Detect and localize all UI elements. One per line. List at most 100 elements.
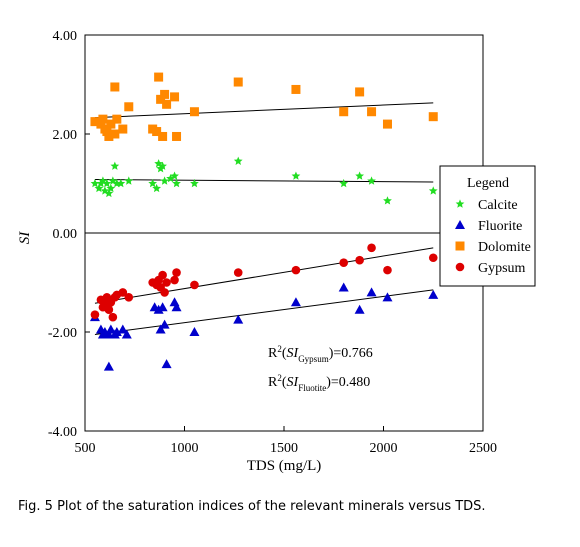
gypsum-point [104, 305, 114, 315]
dolomite-point [98, 114, 108, 124]
figure-caption: Fig. 5 Plot of the saturation indices of… [18, 499, 486, 514]
calcite-point [124, 176, 134, 185]
x-tick-label: 1500 [270, 441, 298, 456]
calcite-point [355, 171, 364, 180]
fluorite-point [233, 314, 244, 324]
gypsum-point [124, 293, 134, 302]
calcite-trend-line [94, 179, 434, 183]
legend-gypsum-label: Gypsum [478, 261, 526, 276]
calcite-point [428, 186, 438, 195]
calcite-point [110, 161, 120, 170]
y-axis-title: SI [17, 231, 33, 245]
dolomite-point [189, 107, 199, 117]
calcite-point [158, 161, 167, 170]
calcite-point [339, 178, 349, 188]
fluorite-point [153, 304, 164, 314]
calcite-point [233, 156, 243, 165]
calcite-point [172, 178, 181, 188]
fluorite-point [117, 324, 128, 334]
dolomite-point [156, 94, 166, 104]
r2-fluorite-annotation: R2(SIFluotite)=0.480 [268, 373, 370, 393]
dolomite-point [154, 72, 164, 82]
gypsum-point [428, 253, 438, 263]
dolomite-point [355, 87, 365, 97]
fluorite-point [366, 287, 377, 297]
fluorite-point [338, 282, 349, 292]
calcite-point [116, 178, 126, 188]
calcite-point [152, 183, 162, 193]
fluorite-point [159, 319, 170, 329]
fluorite-point [169, 297, 180, 307]
x-tick-label: 500 [75, 441, 96, 456]
data-markers [89, 72, 439, 371]
calcite-point [94, 183, 104, 193]
fluorite-point [382, 292, 393, 302]
gypsum-point [118, 288, 128, 297]
y-tick-label: 0.00 [53, 227, 78, 242]
fluorite-point [428, 289, 439, 299]
dolomite-point [428, 112, 438, 122]
calcite-point [166, 173, 175, 183]
fluorite-point [111, 327, 122, 336]
gypsum-point [162, 278, 171, 287]
y-tick-label: -4.00 [48, 425, 77, 440]
x-tick-label: 2500 [469, 441, 497, 456]
dolomite-point [106, 119, 116, 129]
calcite-point [291, 171, 301, 180]
gypsum-point [339, 258, 349, 268]
fluorite-point [161, 359, 172, 369]
fluorite-point [121, 329, 132, 339]
chart-svg: 500 1000 1500 2000 2500 4.00 2.00 0.00 -2.00 -4.… [17, 29, 536, 474]
dolomite-point [118, 124, 128, 134]
fluorite-point [155, 324, 166, 334]
fluorite-point [157, 302, 168, 312]
fluorite-point [354, 304, 365, 314]
calcite-point [367, 176, 376, 185]
x-axis-ticks: 500 1000 1500 2000 2500 [75, 426, 497, 456]
calcite-point [160, 176, 169, 185]
calcite-point [190, 178, 199, 188]
calcite-point [102, 178, 112, 188]
calcite-point [383, 196, 392, 205]
dolomite-point [367, 107, 377, 117]
dolomite-point [110, 129, 120, 139]
calcite-point [148, 178, 158, 188]
calcite-point [104, 188, 114, 198]
calcite-point [90, 178, 100, 188]
gypsum-point [108, 312, 118, 322]
y-tick-label: 2.00 [53, 128, 78, 143]
fluorite-point [103, 361, 114, 371]
dolomite-point [124, 102, 134, 112]
dolomite-point [172, 131, 182, 141]
fluorite-point [290, 297, 301, 307]
dolomite-point [233, 77, 243, 87]
y-tick-label: 4.00 [53, 29, 78, 44]
gypsum-trend-line [94, 247, 434, 304]
legend-fluorite-label: Fluorite [478, 219, 522, 234]
x-tick-label: 1000 [171, 441, 199, 456]
gypsum-point [90, 310, 100, 319]
legend-items: Calcite Fluorite Dolomite Gypsum [455, 198, 531, 276]
legend: Legend Calcite Fluorite Dolomite Gypsum [439, 165, 536, 287]
fluorite-point [105, 324, 116, 334]
gypsum-point [291, 265, 301, 275]
dolomite-point [382, 119, 392, 129]
fluorite-point [189, 327, 200, 336]
dolomite-point [162, 99, 172, 109]
calcite-point [106, 183, 116, 193]
calcite-point [170, 171, 179, 180]
gypsum-point [158, 270, 167, 280]
legend-dolomite-marker [455, 241, 465, 251]
legend-fluorite-marker [455, 220, 465, 229]
dolomite-point [96, 119, 106, 129]
dolomite-point [170, 92, 180, 102]
gypsum-point [383, 265, 392, 275]
dolomite-point [339, 107, 349, 117]
trend-lines [94, 102, 434, 335]
dolomite-point [102, 127, 112, 137]
x-tick-label: 2000 [370, 441, 398, 456]
dolomite-point [158, 131, 168, 141]
legend-title: Legend [467, 176, 509, 191]
fluorite-trend-line [94, 289, 434, 335]
dolomite-point [160, 89, 170, 99]
